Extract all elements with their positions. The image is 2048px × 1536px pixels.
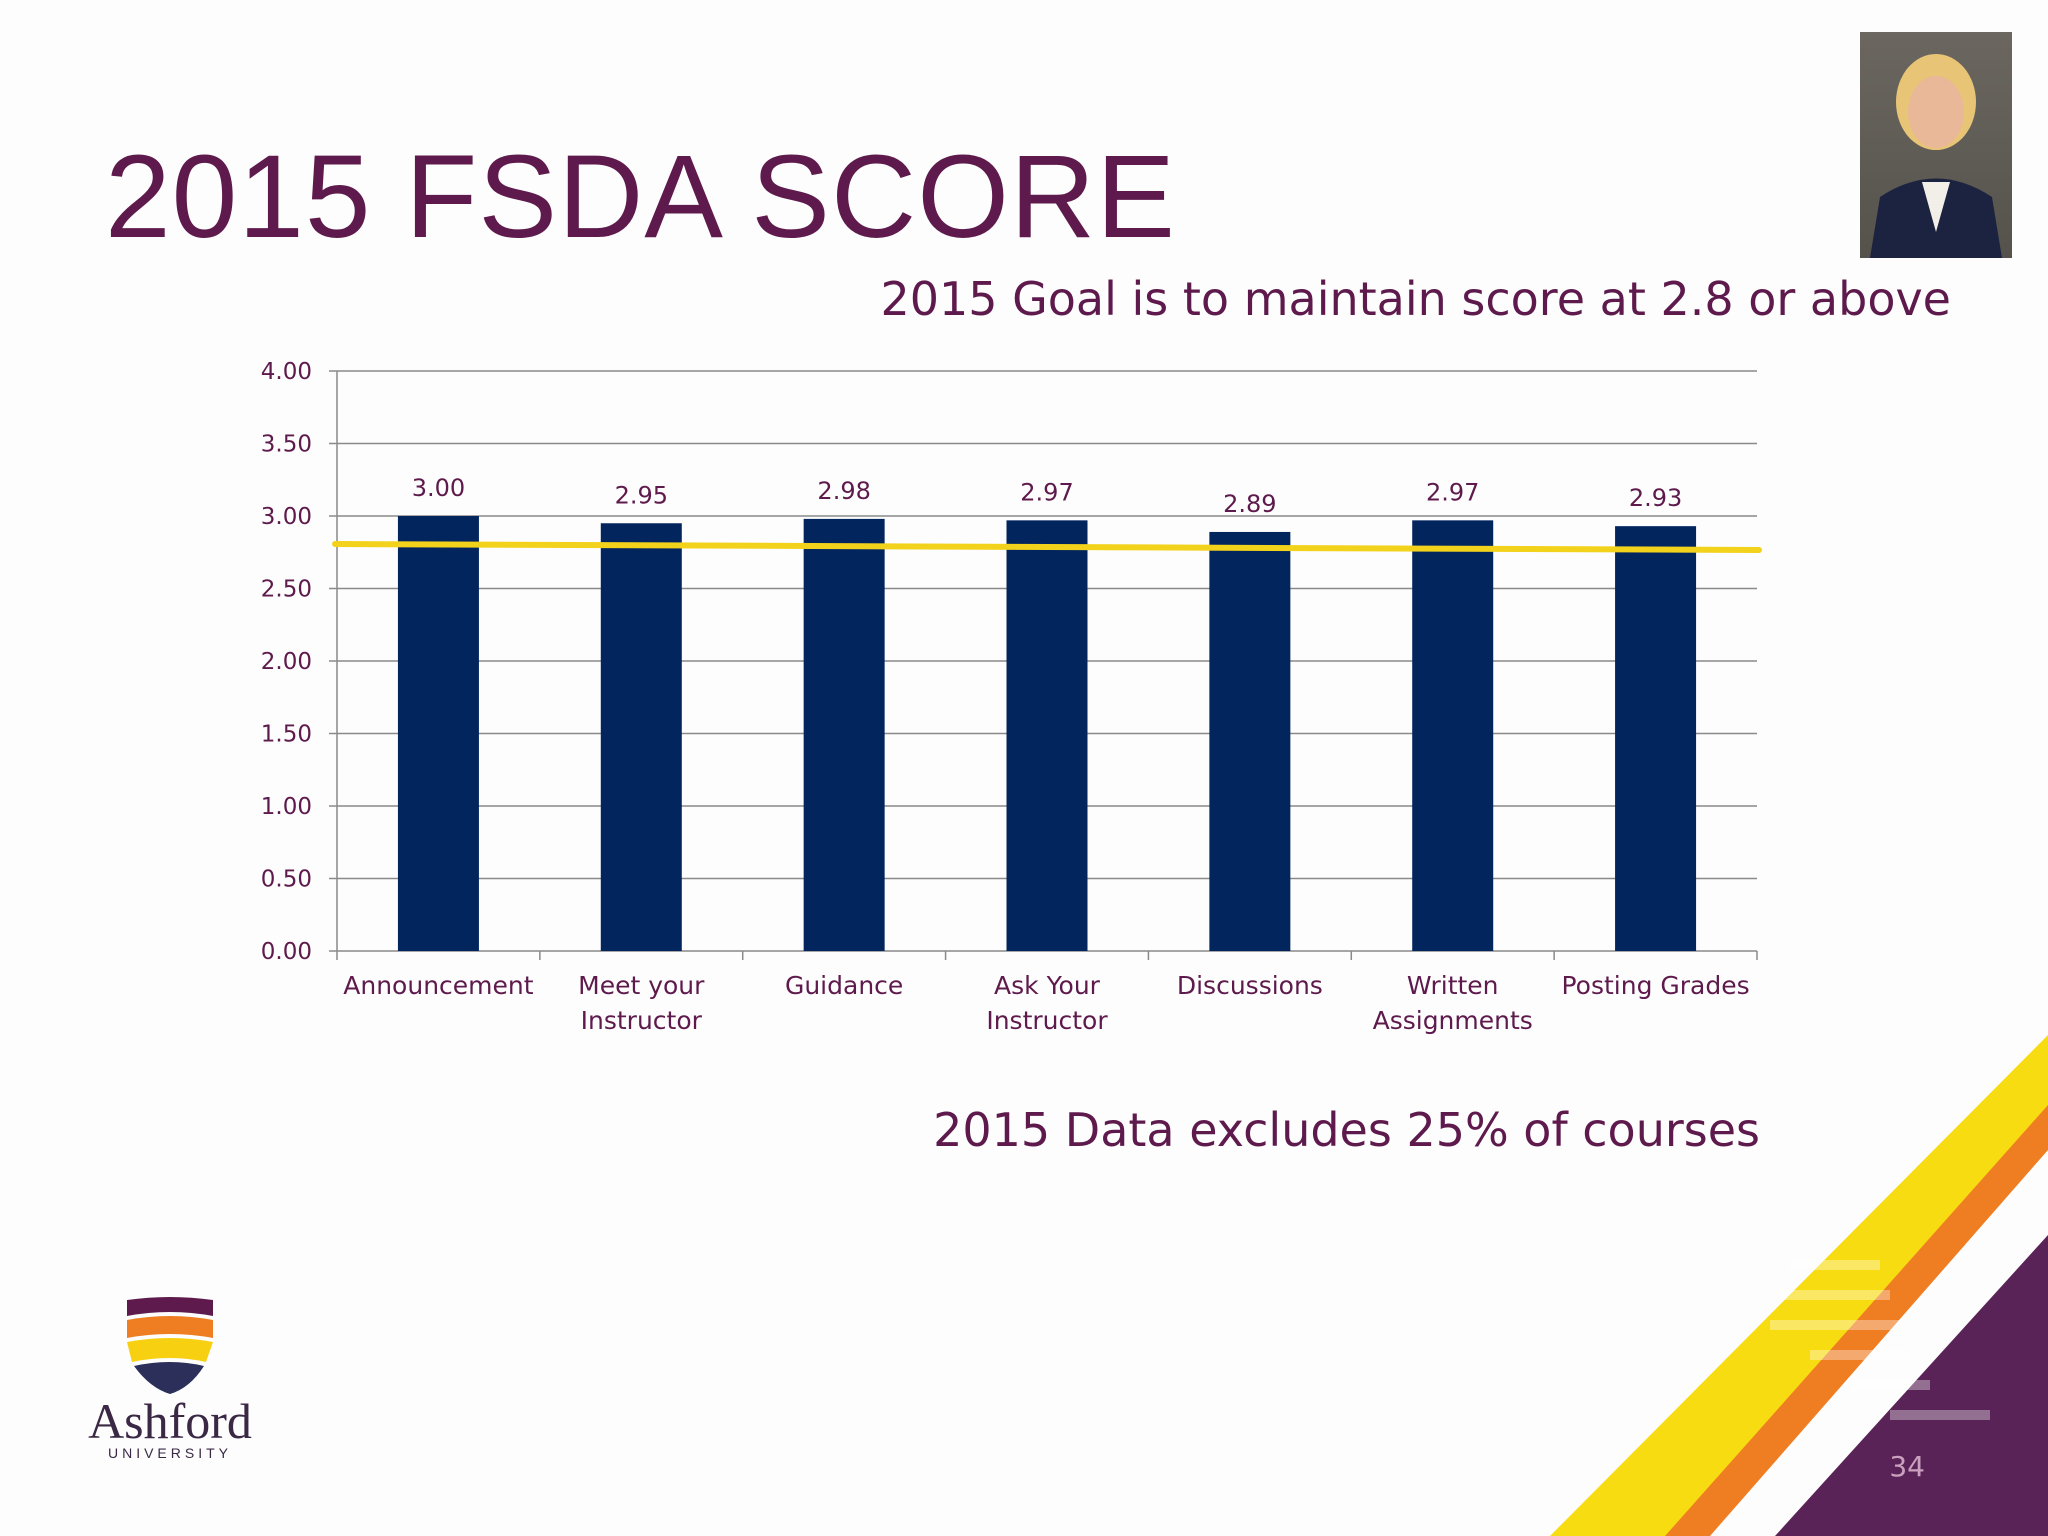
y-tick-label: 1.00 [261, 794, 312, 820]
data-label: 2.97 [1426, 478, 1479, 506]
data-label: 2.93 [1629, 484, 1682, 512]
category-label: Written [1407, 971, 1499, 1000]
bar [397, 516, 479, 951]
category-label: Guidance [785, 971, 903, 1000]
data-note: 2015 Data excludes 25% of courses [933, 1103, 1760, 1157]
corner-decoration [1550, 1035, 2048, 1536]
y-tick-label: 2.00 [261, 649, 312, 675]
goal-line [332, 541, 1762, 553]
person-portrait-icon [1870, 54, 2002, 258]
bar [1412, 520, 1494, 951]
category-label: Announcement [343, 971, 533, 1000]
data-label: 2.89 [1223, 490, 1276, 518]
y-tick-label: 4.00 [261, 359, 312, 385]
category-label: Meet your [578, 971, 705, 1000]
data-label: 2.97 [1020, 478, 1073, 506]
bar [1209, 531, 1291, 951]
bar-chart: 0.00 0.50 1.00 1.50 2.00 2.50 3.00 3.50 4.00 3.00… [261, 359, 1762, 1035]
logo-name: Ashford [88, 1393, 252, 1449]
bar [600, 523, 682, 951]
data-label: 2.95 [615, 481, 668, 509]
presenter-photo [1860, 32, 2012, 258]
category-label: Assignments [1373, 1006, 1533, 1035]
page-number: 34 [1889, 1450, 1925, 1483]
category-label: Posting Grades [1561, 971, 1749, 1000]
category-label: Ask Your [994, 971, 1101, 1000]
category-label: Discussions [1177, 971, 1323, 1000]
y-tick-label: 2.50 [261, 577, 312, 603]
y-tick-label: 3.50 [261, 432, 312, 458]
shield-icon [127, 1297, 213, 1394]
y-tick-label: 0.50 [261, 867, 312, 893]
slide-title: 2015 FSDA SCORE [105, 131, 1176, 263]
y-tick-label: 0.00 [261, 939, 312, 965]
y-tick-label: 3.00 [261, 504, 312, 530]
y-tick-label: 1.50 [261, 722, 312, 748]
bar [803, 518, 885, 951]
bar [1006, 520, 1088, 951]
bar [1615, 526, 1697, 951]
data-label: 2.98 [817, 477, 870, 505]
ashford-logo: Ashford UNIVERSITY [80, 1296, 260, 1461]
logo-subtitle: UNIVERSITY [107, 1445, 232, 1461]
goal-text: 2015 Goal is to maintain score at 2.8 or… [880, 272, 1951, 326]
category-label: Instructor [581, 1006, 703, 1035]
data-label: 3.00 [412, 474, 465, 502]
category-label: Instructor [986, 1006, 1108, 1035]
